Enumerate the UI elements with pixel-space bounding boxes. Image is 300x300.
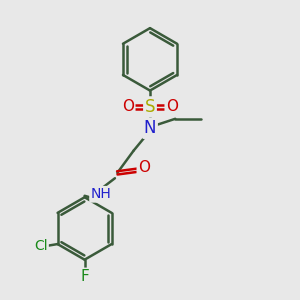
Text: F: F [80,269,89,284]
Text: O: O [122,99,134,114]
Text: O: O [166,99,178,114]
Text: Cl: Cl [34,238,47,253]
Text: O: O [138,160,150,175]
Text: NH: NH [91,187,111,201]
Text: N: N [144,119,156,137]
Text: S: S [145,98,155,116]
